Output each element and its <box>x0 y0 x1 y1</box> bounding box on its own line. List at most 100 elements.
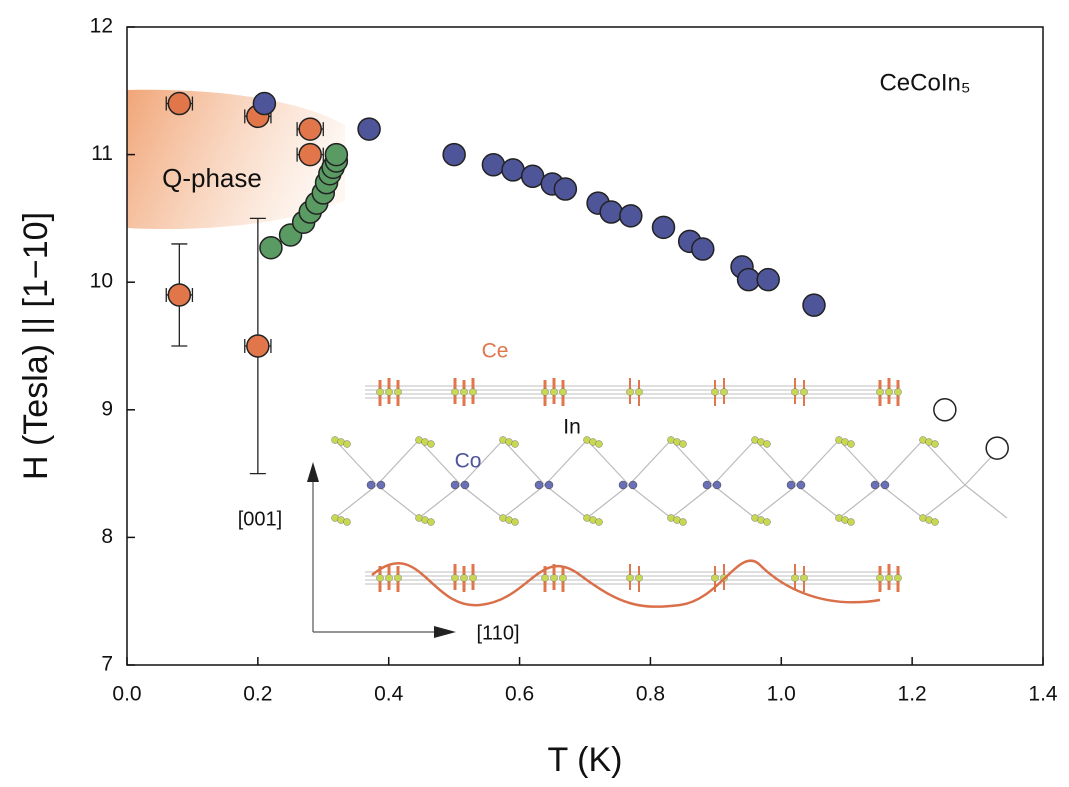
atom-in <box>376 388 384 396</box>
inset-arrow <box>434 626 456 638</box>
x-tick-label: 1.2 <box>898 683 927 706</box>
data-point <box>619 204 643 228</box>
y-tick-label: 8 <box>101 525 113 548</box>
plot-frame <box>126 26 1044 666</box>
atom-in <box>550 388 558 396</box>
data-point <box>298 117 322 141</box>
atom-in <box>635 574 643 582</box>
atom-in <box>679 440 687 448</box>
atom-in <box>469 574 477 582</box>
atom-in <box>385 574 393 582</box>
atom-in <box>451 574 459 582</box>
data-point <box>933 398 957 422</box>
y-axis-title: H (Tesla) || [1−10] <box>17 212 55 480</box>
x-tick-label: 0.6 <box>505 683 534 706</box>
a-axis-label: [110] <box>477 622 520 644</box>
atom-in <box>931 440 939 448</box>
data-point <box>442 142 466 167</box>
data-point <box>802 293 826 317</box>
atom-in <box>343 518 351 526</box>
atom-in <box>791 574 799 582</box>
atom-in <box>885 574 893 582</box>
atom-co <box>544 480 554 490</box>
atom-co <box>870 480 880 490</box>
x-tick-label: 0.8 <box>636 683 665 706</box>
data-point <box>520 164 545 189</box>
atom-co <box>376 480 386 490</box>
atom-in <box>550 574 558 582</box>
data-point <box>481 153 506 177</box>
atom-in <box>847 440 855 448</box>
data-point <box>252 91 277 116</box>
inset-bond <box>670 439 756 519</box>
atom-in <box>931 518 939 526</box>
atom-in <box>460 574 468 582</box>
atom-co <box>366 480 376 490</box>
atom-in <box>800 574 808 582</box>
atom-in <box>763 518 771 526</box>
atom-co <box>786 480 796 490</box>
atom-in <box>711 574 719 582</box>
atom-in <box>559 574 567 582</box>
atom-in <box>894 388 902 396</box>
crystal-inset <box>307 378 1008 638</box>
atom-co <box>702 480 712 490</box>
data-point <box>167 283 192 307</box>
atom-in <box>791 388 799 396</box>
atom-in <box>635 388 643 396</box>
data-point <box>736 267 761 292</box>
in-label: In <box>563 416 581 439</box>
compound-label: CeCoIn₅ <box>879 69 970 96</box>
y-tick-label: 9 <box>101 397 113 420</box>
x-tick-label: 1.0 <box>767 683 796 706</box>
data-point <box>246 334 270 358</box>
atom-in <box>541 574 549 582</box>
c-axis-label: [001] <box>238 508 282 530</box>
y-tick-label: 10 <box>90 270 113 293</box>
x-tick-label: 0.4 <box>374 683 404 706</box>
data-point <box>756 267 780 292</box>
spin-wave <box>371 559 881 608</box>
atom-in <box>847 518 855 526</box>
atom-in <box>626 388 634 396</box>
atom-in <box>763 440 771 448</box>
atom-in <box>876 388 884 396</box>
atom-in <box>511 518 519 526</box>
atom-co <box>628 480 638 490</box>
data-point <box>651 215 676 240</box>
atom-in <box>511 440 519 448</box>
x-tick-label: 0.0 <box>112 683 141 706</box>
atom-co <box>534 480 544 490</box>
inset-arrow <box>307 462 319 482</box>
atom-in <box>679 518 687 526</box>
atom-in <box>541 388 549 396</box>
atom-co <box>460 480 470 490</box>
x-tick-label: 1.4 <box>1028 683 1058 706</box>
atom-in <box>376 574 384 582</box>
atom-in <box>595 440 603 448</box>
atom-in <box>720 388 728 396</box>
y-tick-label: 7 <box>101 653 113 676</box>
data-point <box>324 142 349 167</box>
atom-in <box>876 574 884 582</box>
co-label: Co <box>455 450 482 473</box>
atom-in <box>343 440 351 448</box>
data-point <box>553 177 578 201</box>
inset-bond <box>838 439 924 519</box>
atom-in <box>469 388 477 396</box>
inset-bond <box>586 439 672 519</box>
atom-in <box>394 574 402 582</box>
atom-in <box>885 388 893 396</box>
atom-in <box>559 388 567 396</box>
atom-in <box>385 388 393 396</box>
ce-label: Ce <box>482 340 509 363</box>
inset-bond <box>754 439 840 519</box>
atom-in <box>451 388 459 396</box>
data-point <box>259 235 283 260</box>
data-point <box>691 237 715 261</box>
atom-in <box>460 388 468 396</box>
phase-label: Q-phase <box>162 163 262 193</box>
y-tick-label: 12 <box>90 15 113 38</box>
atom-co <box>880 480 890 490</box>
